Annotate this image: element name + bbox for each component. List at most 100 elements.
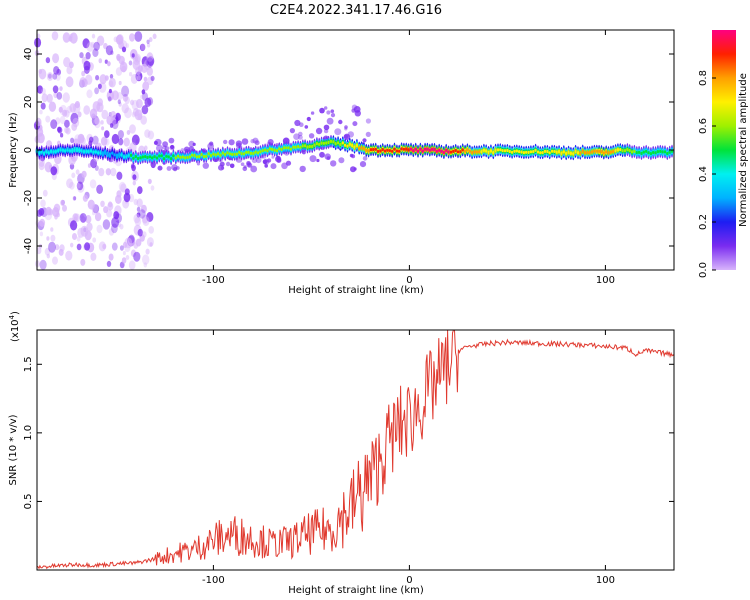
spectrogram-halo-dot	[125, 255, 130, 260]
spectrogram-ridge-cell	[557, 150, 561, 154]
spectrogram-halo-dot	[352, 121, 358, 127]
spectrogram-ridge-cell	[198, 155, 201, 159]
spectrogram-halo-dot	[90, 41, 95, 48]
spectrogram-ridge-cell	[153, 155, 156, 159]
spectrogram-ridge-cell	[659, 149, 662, 153]
spectrogram-ridge-cell	[405, 147, 408, 151]
spectrogram-ridge-cell	[231, 152, 234, 156]
spectrogram-ridge-cell	[543, 149, 547, 153]
spectrogram-ridge-cell	[111, 151, 114, 155]
spectrogram-ridge-cell	[414, 147, 417, 151]
spectrogram-ridge-cell	[510, 150, 514, 154]
spectrogram-ridge-cell	[303, 144, 307, 148]
spectrogram-halo-dot	[82, 38, 90, 49]
spectrogram-halo-dot	[99, 74, 107, 85]
spectrogram-ridge-cell	[374, 147, 377, 151]
spectrogram-halo-dot	[52, 85, 59, 94]
spectrogram-ridge-cell	[38, 151, 41, 155]
spectrogram-ridge-cell	[416, 149, 420, 153]
spectrogram-halo-dot	[353, 106, 361, 113]
spectrogram-halo-dot	[41, 93, 48, 103]
spectrogram-ridge-cell	[263, 148, 267, 152]
spectrogram-ridge-cell	[59, 148, 62, 152]
spectrogram-ridge-cell	[191, 153, 194, 157]
spectrogram-halo-dot	[50, 119, 58, 130]
spectrogram-halo-dot	[310, 111, 315, 115]
spectrogram-halo-dot	[115, 34, 123, 45]
spectrogram-ridge-cell	[240, 152, 243, 156]
spectrogram-ridge-cell	[407, 148, 410, 152]
spectrogram-ridge-cell	[141, 155, 144, 159]
spectrogram-ridge-cell	[501, 149, 504, 153]
spectrogram-halo-dot	[141, 105, 149, 115]
spectrogram-halo-dot	[92, 135, 99, 145]
spectrogram-halo-dot	[38, 161, 45, 171]
spectrogram-halo-dot	[124, 96, 130, 105]
spectrogram-ridge-cell	[428, 148, 431, 152]
spectrogram-halo-dot	[132, 59, 141, 71]
spectrogram-ridge-cell	[42, 151, 46, 155]
spectrogram-halo-dot	[133, 213, 141, 224]
spectrogram-ridge-cell	[475, 150, 478, 154]
spectrogram-halo-dot	[108, 201, 113, 208]
spectrogram-ridge-cell	[144, 155, 147, 159]
spectrogram-ridge-cell	[278, 147, 281, 151]
spectrogram-ridge-cell	[541, 151, 544, 155]
spectrogram-ridge-cell	[209, 154, 213, 158]
spectrogram-ridge-cell	[539, 151, 542, 155]
spectrogram-halo-dot	[79, 134, 85, 142]
spectrogram-ytick-label: 40	[23, 48, 34, 61]
spectrogram-halo	[33, 31, 371, 270]
spectrogram-ridge-cell	[82, 150, 86, 154]
spectrogram-ridge-cell	[193, 153, 196, 157]
colorbar-tick-label: 0.8	[698, 70, 709, 86]
spectrogram-halo-dot	[308, 133, 315, 139]
snr-xlabel: Height of straight line (km)	[288, 585, 424, 596]
spectrogram-halo-dot	[293, 133, 300, 140]
spectrogram-halo-dot	[111, 223, 118, 234]
spectrogram-halo-dot	[144, 129, 151, 138]
spectrogram-halo-dot	[144, 97, 152, 108]
spectrogram-ridge-cell	[409, 147, 413, 151]
spectrogram-halo-dot	[118, 181, 126, 192]
spectrogram-halo-dot	[170, 144, 175, 150]
spectrogram-halo-dot	[62, 32, 71, 43]
spectrogram-ridge-cell	[534, 148, 537, 152]
spectrogram-halo-dot	[130, 164, 135, 169]
spectrogram-halo-dot	[70, 137, 75, 144]
spectrogram-ridge-cell	[433, 147, 436, 152]
spectrogram-ridge-cell	[595, 149, 598, 153]
spectrogram-ridge-cell	[612, 149, 615, 154]
spectrogram-ridge-cell	[254, 150, 257, 154]
spectrogram-ridge-cell	[318, 142, 321, 146]
snr-series-line	[36, 329, 675, 570]
spectrogram-halo-dot	[85, 215, 92, 224]
spectrogram-halo-dot	[270, 163, 277, 170]
spectrogram-ridge-cell	[238, 150, 241, 154]
spectrogram-ridge-cell	[216, 152, 220, 156]
spectrogram-ridge-cell	[423, 147, 427, 151]
spectrogram-ridge-cell	[456, 150, 460, 154]
spectrogram-ridge-cell	[172, 154, 175, 158]
spectrogram-halo-dot	[223, 139, 228, 145]
spectrogram-halo-dot	[242, 166, 248, 172]
spectrogram-ridge-cell	[381, 148, 384, 152]
spectrogram-ridge-cell	[125, 155, 128, 159]
spectrogram-halo-dot	[48, 101, 57, 112]
spectrogram-halo-dot	[343, 134, 349, 139]
spectrogram-ridge-cell	[637, 150, 641, 154]
spectrogram-ridge-cell	[315, 142, 319, 146]
spectrogram-ridge-cell	[181, 155, 184, 159]
spectrogram-halo-dot	[92, 48, 99, 57]
spectrogram-halo-dot	[119, 223, 124, 230]
spectrogram-ridge-cell	[513, 149, 516, 153]
spectrogram-halo-dot	[133, 251, 141, 262]
spectrogram-ridge-cell	[122, 155, 126, 159]
spectrogram-ridge-cell	[299, 145, 302, 149]
spectrogram-ridge-cell	[628, 149, 631, 153]
spectrogram-halo-dot	[120, 183, 127, 193]
spectrogram-halo-dot	[142, 216, 150, 227]
spectrogram-halo-dot	[326, 110, 331, 115]
spectrogram-ridge-cell	[402, 147, 406, 151]
spectrogram-halo-dot	[152, 33, 157, 40]
